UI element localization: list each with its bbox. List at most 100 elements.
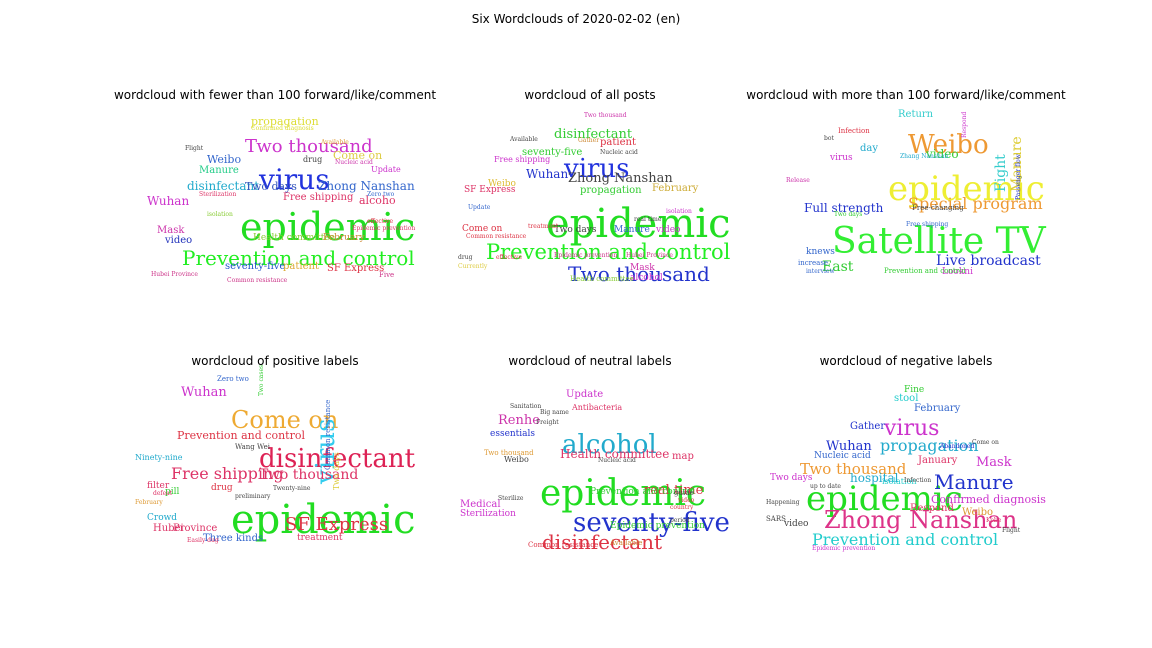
cloud-word: drug	[458, 254, 473, 261]
cloud-word: SF Express	[285, 514, 389, 535]
cloud-word: Passenger flow	[1015, 154, 1022, 200]
cloud-word: Respond	[910, 503, 954, 514]
cloud-word: Lookni	[942, 267, 973, 277]
cloud-word: effective	[496, 254, 522, 261]
cloud-word: virus	[564, 154, 630, 184]
cloud-word: Fine	[904, 385, 925, 395]
panel-title: wordcloud of all posts	[524, 88, 656, 102]
cloud-word: Come on	[333, 149, 383, 162]
cloud-word: Update	[468, 204, 491, 211]
cloud-word: SF Express	[464, 185, 516, 195]
cloud-word: Mask	[157, 225, 185, 236]
cloud-word: Ninety-nine	[135, 453, 183, 462]
cloud-word: disinfectant	[187, 179, 260, 193]
cloud-word: up to date	[810, 483, 841, 490]
cloud-word: Three kinds	[203, 533, 264, 544]
cloud-word: preliminary	[235, 493, 271, 500]
panel-negative: wordcloud of negative labels epidemic Zho…	[766, 354, 1046, 554]
cloud-word: Wuhan	[526, 167, 569, 181]
cloud-word: Come on	[462, 224, 503, 234]
cloud-word: Epidemic prevention	[352, 225, 416, 232]
cloud-word: Renhe	[498, 413, 540, 428]
cloud-word: seventy-five	[573, 508, 730, 538]
cloud-word: Zero two	[217, 375, 249, 383]
cloud-word: alcohol	[562, 430, 657, 460]
figure-title: Six Wordclouds of 2020-02-02 (en)	[471, 12, 681, 26]
cloud-word: Zhong Nanshan	[568, 171, 673, 186]
cloud-word: Confirmed diagnosis	[931, 493, 1046, 506]
cloud-word: Happening	[766, 499, 800, 506]
cloud-word: Flight	[1002, 527, 1021, 534]
cloud-word: Common resistance	[324, 399, 332, 470]
cloud-word: propagation	[580, 185, 642, 196]
cloud-word: Weibo	[488, 179, 516, 189]
panel-title: wordcloud of positive labels	[191, 354, 359, 368]
cloud-word: Hubei	[153, 523, 184, 534]
cloud-word: virus	[830, 153, 853, 163]
cloud-word: Currently	[458, 263, 488, 270]
cloud-word: February	[135, 499, 163, 506]
cloud-word: Two days	[332, 452, 341, 490]
cloud-word: Free shipping	[494, 155, 551, 164]
cloud-word: Easily dug	[187, 537, 219, 544]
cloud-word: Nucleic acid	[335, 159, 373, 166]
cloud-word: Medical	[460, 499, 501, 510]
cloud-word: epidemic	[231, 497, 416, 543]
cloud-word: Zhong Nanshan	[318, 179, 415, 193]
cloud-word: Twenty-nine	[273, 485, 311, 492]
cloud-word: Prevention and control	[486, 240, 731, 264]
cloud-word: Mask	[976, 455, 1012, 470]
cloud-word: Freight	[536, 419, 559, 426]
cloud-word: Available	[321, 139, 349, 146]
cloud-word: video	[165, 235, 193, 246]
cloud-word: country	[670, 504, 694, 511]
cloud-word: treatment	[297, 533, 343, 543]
cloud-word: bot	[824, 135, 834, 142]
cloud-word: isolation	[207, 211, 233, 218]
cloud-word: Health committee	[560, 447, 670, 461]
cloud-word: epidemic	[240, 205, 416, 249]
cloud-word: Release	[786, 177, 810, 184]
cloud-word: essentials	[490, 429, 536, 439]
cloud-word: Update	[371, 165, 401, 174]
cloud-word: Infection	[838, 127, 870, 135]
panel-more-100: wordcloud with more than 100 forward/lik…	[746, 88, 1065, 288]
cloud-word: SARS	[766, 515, 786, 523]
cloud-word: Sterilization	[460, 509, 516, 519]
cloud-word: Sterilization	[199, 191, 237, 198]
cloud-word: Two thousand	[245, 136, 373, 157]
wordcloud-positive: epidemic disinfectant Come on virus SF Expre…	[135, 365, 416, 554]
cloud-word: Two thousand	[584, 112, 627, 119]
cloud-word: Nucleic acid	[814, 451, 871, 461]
cloud-word: Free shipping	[171, 464, 284, 483]
cloud-word: drug	[211, 483, 233, 493]
cloud-word: Zero two	[367, 191, 395, 198]
cloud-word: disinfectant	[542, 530, 663, 554]
cloud-word: drug	[303, 155, 323, 164]
cloud-word: filter	[147, 481, 170, 491]
wordcloud-neutral: epidemic alcohol seventy-five disinfectant H…	[450, 374, 730, 554]
cloud-word: Big name	[540, 409, 569, 416]
cloud-word: virus	[259, 163, 330, 196]
cloud-word: Special program	[908, 194, 1043, 213]
cloud-word: February	[323, 233, 365, 243]
cloud-word: Antibacteria	[572, 403, 623, 412]
cloud-word: Prevention and control	[590, 487, 695, 497]
cloud-word: Manure	[934, 470, 1014, 494]
cloud-word: Live broadcast	[936, 253, 1041, 269]
cloud-word: Two cases	[258, 364, 265, 396]
cloud-word: Two days	[834, 211, 863, 218]
cloud-word: Two thousand	[800, 460, 907, 478]
cloud-word: interview	[806, 268, 835, 275]
cloud-word: Two days	[245, 180, 297, 193]
cloud-word: video	[784, 519, 809, 529]
cloud-word: Free-changing	[912, 204, 964, 212]
cloud-word: patient	[600, 137, 636, 148]
cloud-word: Free shipping	[906, 221, 949, 228]
cloud-word: Sterilize	[498, 495, 524, 502]
cloud-word: epidemic	[540, 473, 707, 514]
cloud-word: real time	[644, 483, 704, 498]
cloud-word: Hubei Province	[626, 252, 673, 259]
panel-positive: wordcloud of positive labels epidemic dis…	[135, 354, 415, 554]
cloud-word: Nucleic acid	[598, 457, 636, 464]
